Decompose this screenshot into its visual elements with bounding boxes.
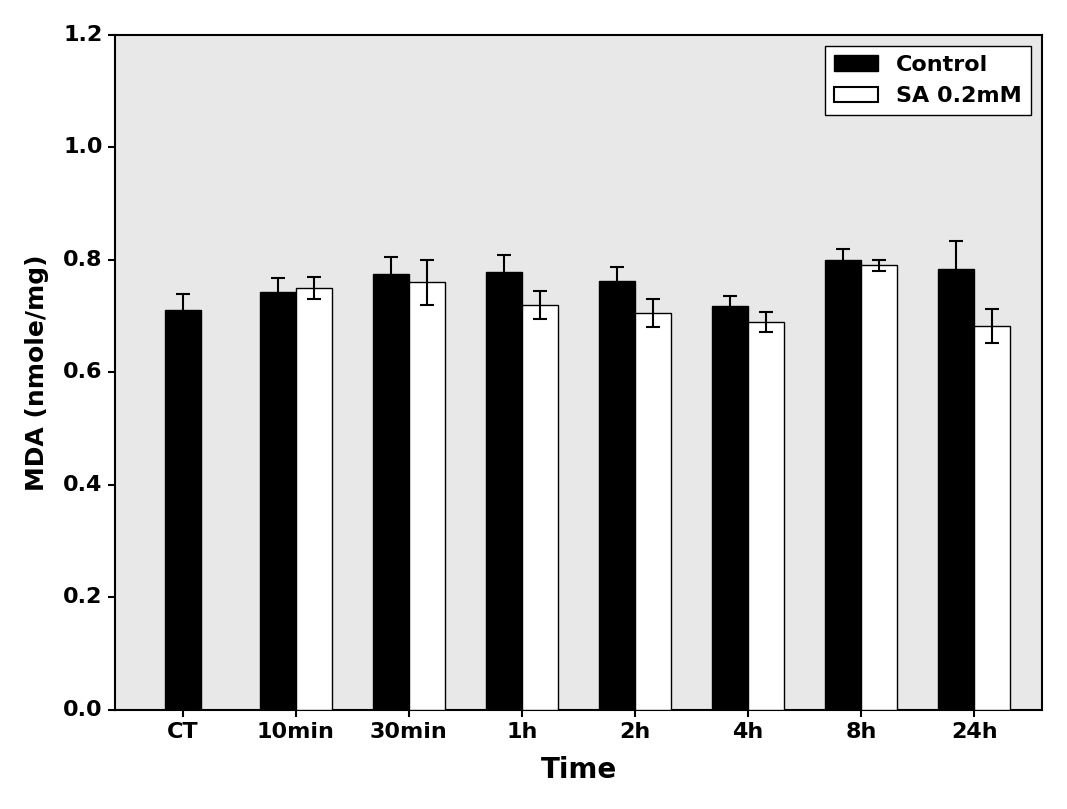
Bar [296,288,332,709]
Bar [938,269,974,709]
Bar [712,306,748,709]
X-axis label: Time: Time [540,756,617,784]
Bar [748,322,784,709]
Bar [635,313,671,709]
Bar [599,281,635,709]
Bar [372,274,409,709]
Bar [164,311,201,709]
Y-axis label: MDA (nmole/mg): MDA (nmole/mg) [25,254,49,490]
Bar [825,260,861,709]
Bar [861,265,897,709]
Bar [485,273,522,709]
Bar [522,305,558,709]
Bar [974,326,1010,709]
Bar [259,292,296,709]
Legend: Control, SA 0.2mM: Control, SA 0.2mM [825,46,1031,115]
Bar [409,282,445,709]
